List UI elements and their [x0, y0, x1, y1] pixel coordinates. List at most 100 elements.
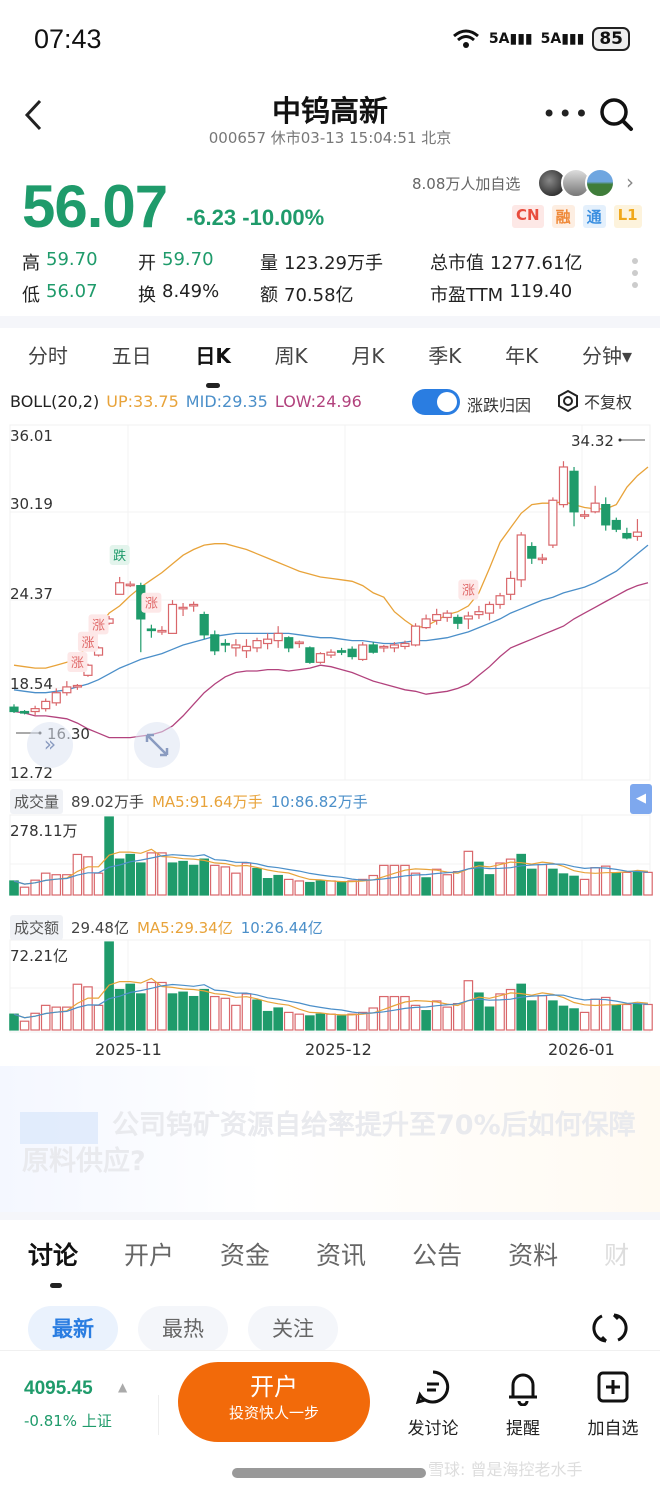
- attribution-toggle[interactable]: [412, 389, 460, 415]
- expand-arrows-icon: [145, 733, 169, 757]
- stat-item: 总市值 1277.61亿: [430, 249, 630, 275]
- stats-row: 高 59.70 开 59.70 量 123.29万手 总市值 1277.61亿: [22, 246, 642, 278]
- volume-legend: 成交量 89.02万手 MA5:91.64万手 10:86.82万手: [10, 789, 368, 814]
- open-account-subtitle: 投资快人一步: [228, 1404, 319, 1422]
- tab-kline[interactable]: 周K: [274, 344, 308, 368]
- svg-text:涨: 涨: [145, 597, 158, 612]
- promo-text[interactable]: 公司钨矿资源自给率提升至70%后如何保障原料供应?: [22, 1110, 636, 1177]
- stat-value: 59.70: [162, 249, 214, 270]
- stat-item: 换 8.49%: [138, 281, 260, 307]
- chevron-right-icon[interactable]: ›: [626, 170, 634, 194]
- more-button[interactable]: •••: [542, 100, 590, 128]
- action-label: 提醒: [506, 1419, 540, 1439]
- adjust-button[interactable]: 不复权: [556, 389, 632, 413]
- volume-chip[interactable]: 成交量: [10, 789, 64, 814]
- divider: [0, 1212, 660, 1220]
- divider: [158, 1395, 159, 1435]
- attribution-label: 涨跌归因: [467, 396, 532, 415]
- battery-icon: 85: [592, 27, 630, 51]
- tab-discussion[interactable]: 资金: [220, 1241, 271, 1270]
- add-watchlist-button[interactable]: 加自选: [578, 1368, 648, 1439]
- watchers-count[interactable]: 8.08万人加自选: [412, 175, 521, 193]
- add-watchlist-icon: [597, 1371, 629, 1403]
- filter-pill[interactable]: 最热: [138, 1306, 228, 1352]
- refresh-button[interactable]: [592, 1310, 628, 1346]
- x-label: 2025-12: [305, 1040, 372, 1059]
- tab-discussion[interactable]: 资讯: [316, 1241, 367, 1270]
- stat-label: 量: [260, 253, 278, 274]
- stat-label: 总市值: [430, 253, 484, 274]
- alert-button[interactable]: 提醒: [488, 1368, 558, 1439]
- tab-kline[interactable]: 年K: [505, 344, 539, 368]
- boll-name[interactable]: BOLL(20,2): [10, 392, 100, 411]
- y-tick: 18.54: [10, 675, 53, 693]
- chevron-left-icon: [24, 99, 42, 131]
- y-tick: 36.01: [10, 427, 53, 445]
- page-title: 中钨高新: [271, 96, 388, 128]
- bell-icon: [509, 1373, 537, 1407]
- tab-kline[interactable]: 季K: [428, 344, 462, 368]
- stat-item: 低 56.07: [22, 281, 138, 307]
- y-tick: 24.37: [10, 585, 53, 603]
- tab-kline[interactable]: 日K: [195, 336, 231, 378]
- tab-discussion[interactable]: 开户: [124, 1241, 175, 1270]
- back-button[interactable]: [22, 98, 44, 138]
- filter-pill[interactable]: 最新: [28, 1306, 118, 1352]
- boll-low: LOW:24.96: [274, 392, 362, 411]
- collapse-panel-button[interactable]: ◀: [630, 784, 652, 814]
- index-value[interactable]: 4095.45: [24, 1378, 93, 1399]
- tab-discussion[interactable]: 资料: [508, 1241, 559, 1270]
- tab-kline[interactable]: 月K: [351, 344, 385, 368]
- amount-legend: 成交额 29.48亿 MA5:29.34亿 10:26.44亿: [10, 915, 323, 940]
- post-discussion-button[interactable]: 发讨论: [398, 1368, 468, 1439]
- tab-discussion[interactable]: 讨论: [28, 1236, 78, 1288]
- stock-tags: CN 融通 L1: [512, 205, 642, 228]
- tab-kline[interactable]: 五日: [111, 344, 152, 368]
- stat-label: 市盈TTM: [430, 285, 504, 306]
- promo-banner[interactable]: [0, 1066, 660, 1216]
- amount-max: 72.21亿: [10, 947, 68, 965]
- signal-icon-1: 5A▮▮▮: [488, 31, 533, 47]
- search-button[interactable]: [598, 96, 634, 132]
- stats-row: 低 56.07 换 8.49% 额 70.58亿 市盈TTM 119.40: [22, 278, 642, 310]
- current-price: 56.07: [22, 173, 168, 240]
- y-tick: 12.72: [10, 764, 53, 782]
- stat-value: 1277.61亿: [490, 253, 583, 274]
- stat-item: 开 59.70: [138, 249, 260, 275]
- comment-icon: [415, 1370, 450, 1405]
- stat-value: 8.49%: [162, 281, 220, 302]
- stock-tag[interactable]: 通: [582, 205, 606, 228]
- tab-kline[interactable]: 分时: [27, 344, 68, 368]
- stock-subtitle: 000657 休市03-13 15:04:51 北京: [208, 129, 452, 147]
- kline-tabs: 分时 五日 日K 周K 月K 季K 年K 分钟▾: [0, 336, 660, 378]
- stat-value: 70.58亿: [284, 285, 354, 306]
- open-account-button[interactable]: 开户 投资快人一步: [178, 1362, 370, 1442]
- expand-left-button[interactable]: »: [27, 722, 73, 768]
- filter-pill[interactable]: 关注: [248, 1306, 338, 1352]
- stat-label: 换: [138, 285, 156, 306]
- boll-up: UP:33.75: [106, 392, 179, 411]
- svg-text:涨: 涨: [81, 636, 94, 651]
- amount-chip[interactable]: 成交额: [10, 915, 64, 940]
- watcher-avatars[interactable]: [537, 168, 615, 198]
- home-indicator[interactable]: [232, 1468, 426, 1478]
- fullscreen-button[interactable]: [134, 722, 180, 768]
- volume-value: 89.02万手: [71, 793, 144, 811]
- boll-mid: MID:29.35: [185, 392, 268, 411]
- stock-tag[interactable]: 融: [551, 205, 575, 228]
- x-label: 2025-11: [95, 1040, 162, 1059]
- more-dots-icon: •••: [542, 100, 591, 128]
- pager-dots-icon: [632, 258, 638, 288]
- stock-tag[interactable]: L1: [613, 205, 642, 228]
- promo-badge: [20, 1112, 98, 1144]
- tab-discussion[interactable]: 公告: [412, 1241, 463, 1270]
- stat-label: 低: [22, 285, 40, 306]
- tab-kline[interactable]: 分钟▾: [582, 344, 633, 368]
- filter-pills: 最新 最热 关注: [28, 1306, 338, 1352]
- index-change[interactable]: -0.81% 上证: [24, 1412, 112, 1430]
- stock-tag[interactable]: CN: [512, 205, 544, 228]
- stat-value: 119.40: [509, 281, 573, 302]
- action-label: 加自选: [587, 1419, 639, 1439]
- tab-discussion[interactable]: 财: [604, 1241, 630, 1270]
